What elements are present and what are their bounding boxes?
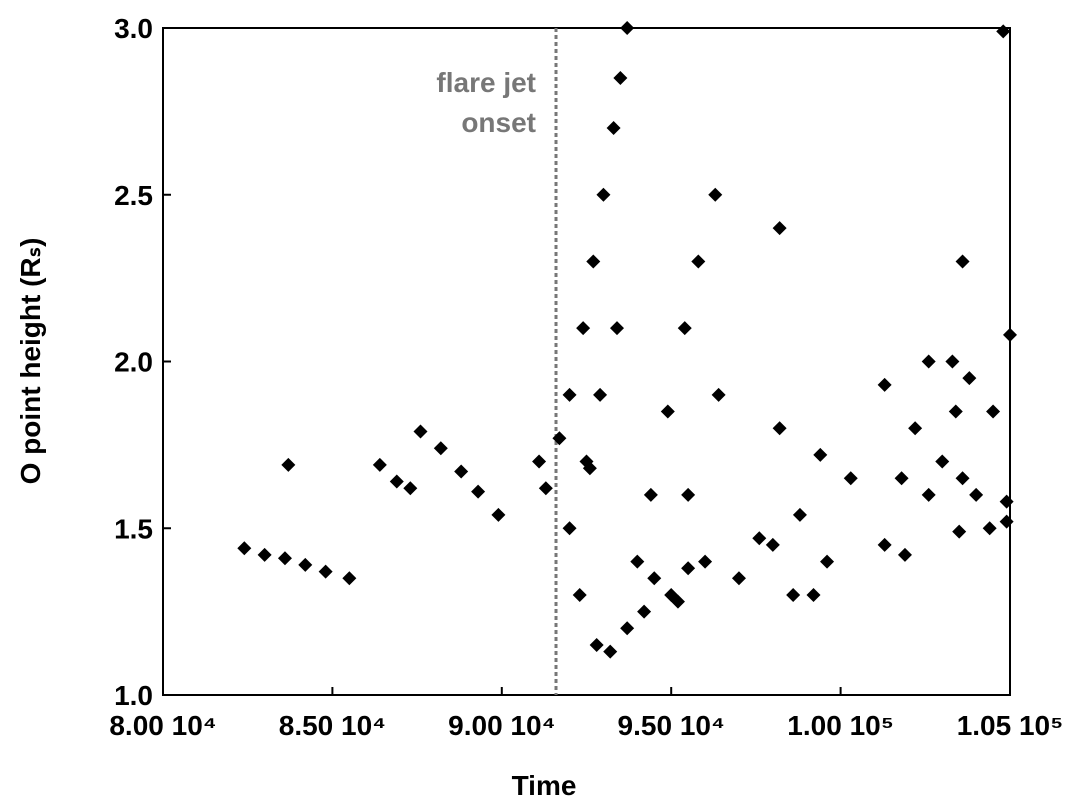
- point: [643, 487, 658, 502]
- point: [281, 457, 296, 472]
- point: [969, 487, 984, 502]
- point: [670, 594, 685, 609]
- point: [589, 637, 604, 652]
- point: [708, 187, 723, 202]
- y-tick-label: 2.5: [114, 180, 153, 211]
- point: [637, 604, 652, 619]
- point: [562, 387, 577, 402]
- point: [921, 487, 936, 502]
- point: [948, 404, 963, 419]
- point: [342, 571, 357, 586]
- point: [582, 461, 597, 476]
- y-axis-label: O point height (Rₛ): [15, 238, 46, 485]
- point: [389, 474, 404, 489]
- y-tick-label: 1.0: [114, 680, 153, 711]
- point: [691, 254, 706, 269]
- point: [999, 514, 1014, 529]
- point: [454, 464, 469, 479]
- point: [576, 321, 591, 336]
- point: [877, 377, 892, 392]
- point: [609, 321, 624, 336]
- y-tick-label: 2.0: [114, 347, 153, 378]
- point: [955, 254, 970, 269]
- point: [813, 447, 828, 462]
- point: [538, 481, 553, 496]
- annotation: flare jet: [436, 67, 536, 98]
- point: [731, 571, 746, 586]
- point: [552, 431, 567, 446]
- x-axis-label: Time: [512, 770, 577, 801]
- point: [921, 354, 936, 369]
- point: [491, 507, 506, 522]
- point: [237, 541, 252, 556]
- point: [647, 571, 662, 586]
- point: [786, 587, 801, 602]
- point: [986, 404, 1001, 419]
- point: [257, 547, 272, 562]
- point: [277, 551, 292, 566]
- point: [752, 531, 767, 546]
- point: [532, 454, 547, 469]
- point: [572, 587, 587, 602]
- point: [999, 494, 1014, 509]
- point: [877, 537, 892, 552]
- point: [792, 507, 807, 522]
- x-tick-label: 8.00 10⁴: [109, 710, 216, 741]
- point: [681, 487, 696, 502]
- point: [298, 557, 313, 572]
- point: [562, 521, 577, 536]
- point: [677, 321, 692, 336]
- point: [996, 24, 1011, 39]
- point: [660, 404, 675, 419]
- point: [962, 371, 977, 386]
- x-tick-label: 9.50 10⁴: [618, 710, 725, 741]
- point: [955, 471, 970, 486]
- point: [1003, 327, 1017, 342]
- y-tick-label: 1.5: [114, 513, 153, 544]
- point: [620, 21, 635, 35]
- x-tick-label: 9.00 10⁴: [448, 710, 555, 741]
- point: [952, 524, 967, 539]
- point: [433, 441, 448, 456]
- point: [372, 457, 387, 472]
- point: [403, 481, 418, 496]
- x-tick-label: 8.50 10⁴: [279, 710, 386, 741]
- point: [630, 554, 645, 569]
- point: [613, 71, 628, 86]
- point: [593, 387, 608, 402]
- point: [894, 471, 909, 486]
- point: [843, 471, 858, 486]
- point: [935, 454, 950, 469]
- point: [586, 254, 601, 269]
- x-tick-label: 1.05 10⁵: [957, 710, 1064, 741]
- y-tick-label: 3.0: [114, 13, 153, 44]
- point: [711, 387, 726, 402]
- point: [982, 521, 997, 536]
- point: [471, 484, 486, 499]
- point: [681, 561, 696, 576]
- point: [620, 621, 635, 636]
- point: [765, 537, 780, 552]
- point: [603, 644, 618, 659]
- annotation: onset: [461, 107, 536, 138]
- point: [945, 354, 960, 369]
- point: [772, 221, 787, 236]
- point: [596, 187, 611, 202]
- point: [806, 587, 821, 602]
- point: [698, 554, 713, 569]
- point: [897, 547, 912, 562]
- point: [413, 424, 428, 439]
- point: [606, 121, 621, 136]
- point: [820, 554, 835, 569]
- point: [772, 421, 787, 436]
- x-tick-label: 1.00 10⁵: [787, 710, 894, 741]
- point: [318, 564, 333, 579]
- point: [908, 421, 923, 436]
